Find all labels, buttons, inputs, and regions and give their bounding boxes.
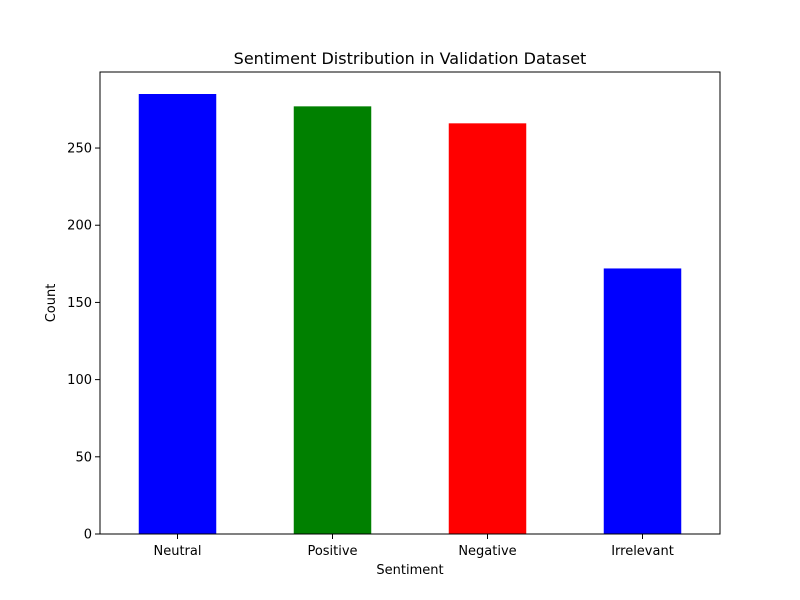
y-axis: 0 50 100 150 200 250 [67, 142, 100, 543]
y-tick-label: 0 [84, 528, 92, 543]
y-tick-label: 50 [75, 450, 92, 465]
bar-positive [293, 106, 372, 534]
y-tick-label: 100 [67, 373, 92, 388]
x-tick-label: Neutral [154, 544, 202, 559]
bars-group [138, 94, 682, 534]
x-tick-label: Negative [458, 544, 516, 559]
x-tick-label: Positive [307, 544, 357, 559]
y-tick-label: 150 [67, 296, 92, 311]
plot-frame [99, 71, 721, 535]
y-axis-label: Count [44, 284, 59, 323]
x-axis: Neutral Positive Negative Irrelevant [154, 534, 674, 559]
x-tick-label: Irrelevant [611, 544, 674, 559]
bar-neutral [138, 94, 217, 534]
chart-title: Sentiment Distribution in Validation Dat… [234, 49, 587, 68]
bar-negative [448, 123, 527, 534]
bar-irrelevant [603, 268, 682, 534]
x-axis-label: Sentiment [376, 563, 443, 578]
y-tick-label: 200 [67, 219, 92, 234]
y-tick-label: 250 [67, 142, 92, 157]
